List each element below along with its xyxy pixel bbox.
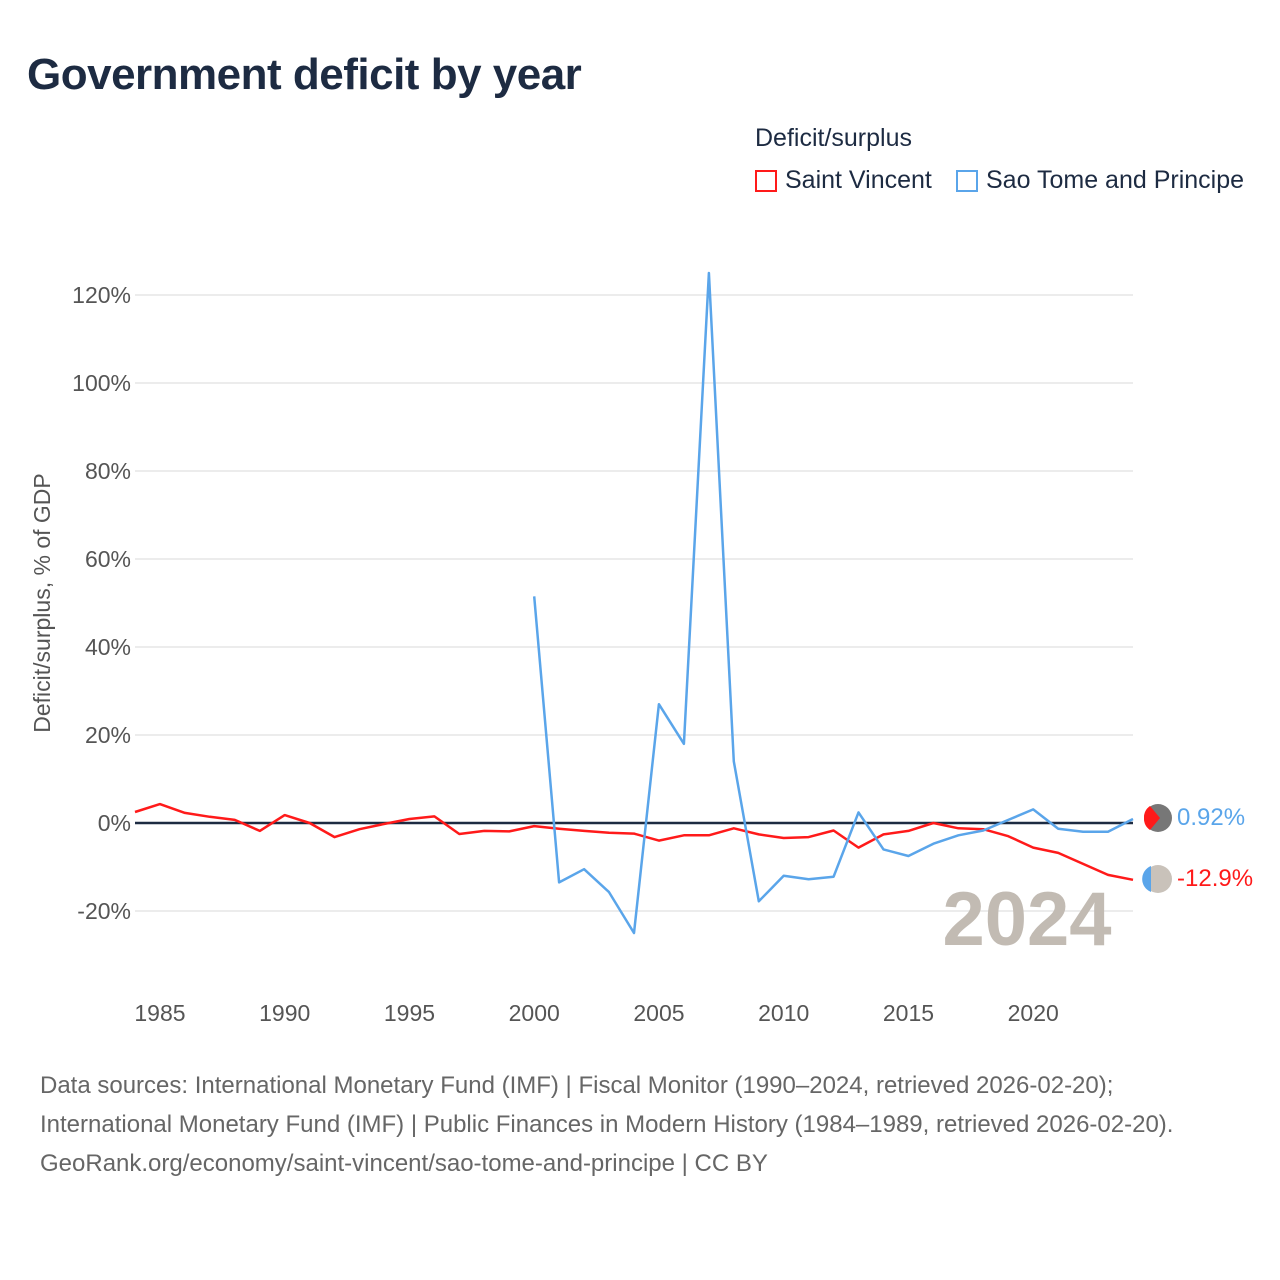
- flag-part: [1142, 866, 1151, 892]
- y-tick-label: 120%: [72, 282, 131, 308]
- end-label-sao-tome: 0.92%: [1177, 804, 1245, 831]
- x-tick-label: 1995: [384, 1000, 435, 1026]
- series-line-saint-vincent: [134, 802, 1134, 882]
- y-tick-label: 20%: [85, 722, 131, 748]
- y-tick-label: 80%: [85, 458, 131, 484]
- y-tick-label: 40%: [85, 634, 131, 660]
- legend-label: Saint Vincent: [785, 166, 932, 194]
- line-chart: -20% 0% 20% 40% 60% 80% 100% 120% 1985 1990 1995 20…: [29, 271, 1253, 1026]
- y-tick-label: 0%: [98, 810, 131, 836]
- flag-part: [1143, 806, 1160, 830]
- chart-title: Government deficit by year: [27, 50, 582, 99]
- y-axis-label: Deficit/surplus, % of GDP: [29, 473, 55, 732]
- end-label-saint-vincent: -12.9%: [1177, 865, 1253, 892]
- legend-item-saint-vincent[interactable]: Saint Vincent: [755, 166, 932, 195]
- footer: Data sources: International Monetary Fun…: [40, 1066, 1240, 1183]
- legend-item-sao-tome[interactable]: Sao Tome and Principe: [956, 166, 1244, 195]
- x-tick-label: 1985: [134, 1000, 185, 1026]
- data-sources: Data sources: International Monetary Fun…: [40, 1072, 1174, 1138]
- x-tick-label: 1990: [259, 1000, 310, 1026]
- x-tick-label: 2010: [758, 1000, 809, 1026]
- x-tick-label: 2005: [633, 1000, 684, 1026]
- x-tick-label: 2000: [509, 1000, 560, 1026]
- y-tick-label: 60%: [85, 546, 131, 572]
- legend-swatch: [956, 169, 978, 192]
- x-tick-label: 2015: [883, 1000, 934, 1026]
- legend-label: Sao Tome and Principe: [986, 166, 1245, 194]
- x-tick-label: 2020: [1008, 1000, 1059, 1026]
- legend-title: Deficit/surplus: [755, 124, 912, 152]
- y-tick-label: -20%: [77, 898, 131, 924]
- legend-swatch: [755, 169, 777, 192]
- source-link[interactable]: GeoRank.org/economy/saint-vincent/sao-to…: [40, 1150, 768, 1177]
- year-watermark: 2024: [942, 877, 1111, 962]
- y-tick-label: 100%: [72, 370, 131, 396]
